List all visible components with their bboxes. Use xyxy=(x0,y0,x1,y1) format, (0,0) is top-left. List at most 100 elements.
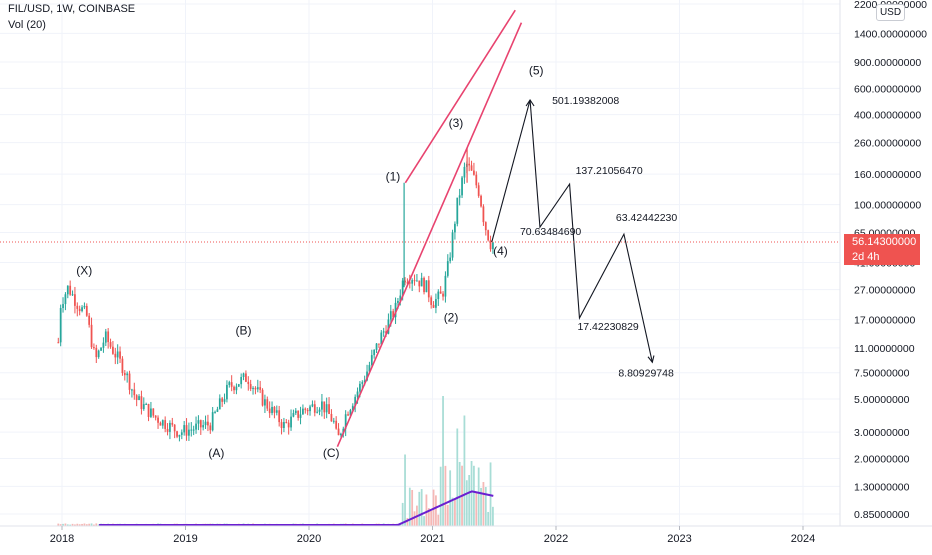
time-axis[interactable]: 2018 2019 2020 2021 2022 2023 2024 xyxy=(0,525,932,550)
candle-body xyxy=(361,382,364,384)
volume-bar xyxy=(482,482,485,526)
price-tick-label: 5.00000000 xyxy=(854,394,910,406)
price-tick-label: 2.00000000 xyxy=(854,453,910,465)
candle-body xyxy=(273,406,276,413)
candle-body xyxy=(437,291,440,300)
candle-body xyxy=(188,429,190,436)
candle-body xyxy=(401,280,404,296)
wave-label: (2) xyxy=(444,311,459,325)
candle-body xyxy=(85,305,88,316)
wave-channel xyxy=(336,9,523,447)
volume-bar xyxy=(399,524,402,526)
candle-body xyxy=(202,425,205,428)
candle-body xyxy=(185,425,188,436)
candle-body xyxy=(66,285,69,295)
volume-bar xyxy=(62,523,64,526)
candle-body xyxy=(62,304,64,309)
candle-body xyxy=(435,299,437,308)
volume-bar xyxy=(69,524,72,526)
volume-bar xyxy=(66,524,69,526)
candle-body xyxy=(180,432,183,435)
candle-body xyxy=(261,389,264,406)
price-tick-label: 400.00000000 xyxy=(854,110,921,122)
candle-body xyxy=(321,401,323,410)
candle-body xyxy=(347,414,349,416)
volume-bar xyxy=(437,514,440,526)
candle-body xyxy=(432,304,435,308)
channel-line xyxy=(336,22,523,447)
projection-target-label: 70.63484690 xyxy=(520,226,581,238)
wave-label: (X) xyxy=(76,264,92,278)
candle-body xyxy=(100,347,102,351)
candle-body xyxy=(411,280,414,284)
candle-body xyxy=(408,282,411,284)
time-tick-label: 2019 xyxy=(173,533,197,545)
candle-body xyxy=(76,305,79,309)
candle-body xyxy=(109,342,112,347)
candle-body xyxy=(484,222,487,231)
volume-bar xyxy=(456,428,459,526)
candle-body xyxy=(492,242,494,250)
candle-body xyxy=(340,433,342,436)
candle-body xyxy=(204,421,207,426)
candle-body xyxy=(88,315,91,325)
candle-body xyxy=(264,399,266,406)
candle-body xyxy=(385,331,387,334)
wave-labels: (X) (A) (B) (C) (1) (2) (3) (4) (5) xyxy=(76,64,543,460)
candle-body xyxy=(159,422,162,426)
candle-body xyxy=(259,387,262,390)
price-tick-label: 27.00000000 xyxy=(854,285,915,297)
projection-target-label: 137.21056470 xyxy=(576,165,643,177)
candle-body xyxy=(256,387,259,390)
volume-bar xyxy=(413,511,416,526)
candle-body xyxy=(306,409,309,412)
candle-body xyxy=(297,410,300,418)
candle-body xyxy=(83,305,86,308)
volume-bar xyxy=(425,494,428,526)
candle-body xyxy=(332,420,335,422)
currency-selector[interactable]: USD xyxy=(876,4,905,21)
volume-bars xyxy=(57,396,494,526)
candle-body xyxy=(318,409,321,412)
price-tick-label: 0.85000000 xyxy=(854,509,910,521)
price-axis[interactable]: 2200.000000001400.00000000900.0000000060… xyxy=(839,0,932,550)
candle-body xyxy=(57,342,60,344)
volume-bar xyxy=(59,524,62,526)
volume-bar xyxy=(404,454,406,526)
projection-target-label: 63.42442230 xyxy=(616,212,677,224)
candle-body xyxy=(71,294,74,296)
volume-ma-line xyxy=(99,490,494,526)
candle-body xyxy=(228,382,231,385)
candle-body xyxy=(107,331,110,343)
candle-body xyxy=(249,384,252,389)
candle-body xyxy=(392,311,395,318)
projection-target-label: 17.42230829 xyxy=(577,321,638,333)
wave-label: (B) xyxy=(236,324,252,338)
candle-body xyxy=(95,347,98,358)
candle-body xyxy=(216,409,219,412)
volume-bar xyxy=(487,511,490,526)
price-tick-label: 17.00000000 xyxy=(854,315,915,327)
candle-body xyxy=(458,195,461,198)
candle-body xyxy=(169,422,171,432)
price-tick-label: 3.00000000 xyxy=(854,427,910,439)
volume-bar xyxy=(439,466,442,526)
volume-bar xyxy=(489,462,492,526)
candle-body xyxy=(152,408,155,416)
candle-body xyxy=(285,422,288,424)
candle-body xyxy=(119,351,121,359)
candle-body xyxy=(294,410,297,414)
candle-body xyxy=(325,404,328,413)
candle-body xyxy=(173,424,176,432)
candle-body xyxy=(475,174,478,186)
candle-body xyxy=(406,282,409,284)
volume-bar xyxy=(418,491,421,526)
candle-body xyxy=(416,280,418,282)
candle-body xyxy=(373,349,376,356)
volume-bar xyxy=(430,511,433,526)
candle-body xyxy=(214,411,216,413)
candle-body xyxy=(430,297,433,305)
candle-body xyxy=(247,381,250,385)
